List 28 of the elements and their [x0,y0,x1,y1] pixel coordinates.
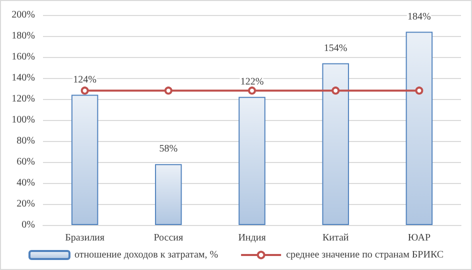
bar [406,32,433,225]
y-tick-label: 160% [12,52,35,62]
bar [71,94,98,225]
legend-label: отношение доходов к затратам, % [74,250,218,260]
data-label: 154% [324,42,348,54]
y-tick-label: 120% [12,94,35,104]
y-tick-label: 180% [12,30,35,42]
bar [155,164,182,225]
y-tick-label: 140% [12,72,35,84]
x-tick-label: ЮАР [408,232,431,244]
y-tick-label: 20% [16,198,35,210]
x-tick-label: Бразилия [65,232,105,244]
x-tick-label: Китай [322,232,350,244]
x-tick-label: Индия [238,232,266,244]
bar [322,63,349,225]
legend-label: среднее значение по странам БРИКС [286,250,444,260]
y-tick-label: 40% [16,178,35,188]
data-label: 58% [159,144,178,155]
y-tick-label: 60% [16,156,35,168]
y-tick-label: 80% [16,136,35,146]
data-label: 124% [73,74,96,86]
y-tick-label: 200% [12,10,35,20]
bar [238,96,266,225]
y-tick-label: 100% [12,114,35,126]
x-tick-label: Россия [154,232,184,244]
data-label: 122% [240,76,264,88]
data-label: 184% [408,11,431,22]
y-tick-label: 0% [22,220,35,230]
